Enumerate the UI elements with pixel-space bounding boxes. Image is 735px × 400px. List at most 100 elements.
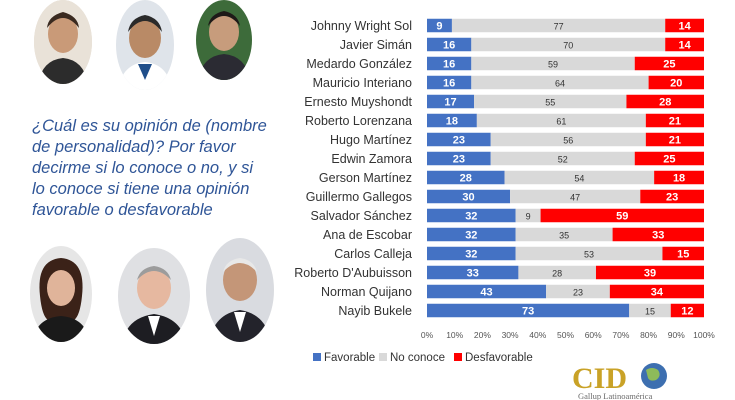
- bar-desfavorable: [645, 132, 704, 147]
- data-label: 12: [681, 306, 693, 318]
- bar-no-conoce: [629, 303, 671, 318]
- bar-favorable: [427, 75, 472, 90]
- data-label: 23: [453, 154, 465, 166]
- bar-favorable: [427, 208, 516, 223]
- data-label: 20: [670, 78, 682, 90]
- data-label: 18: [673, 173, 685, 185]
- x-tick-label: 0%: [421, 330, 434, 340]
- data-label: 28: [460, 173, 472, 185]
- bar-desfavorable: [662, 246, 704, 261]
- data-label: 73: [522, 306, 534, 318]
- x-tick-label: 90%: [668, 330, 685, 340]
- category-label: Ernesto Muyshondt: [304, 95, 412, 109]
- bar-desfavorable: [670, 303, 704, 318]
- legend-swatch: [454, 353, 462, 361]
- category-label: Guillermo Gallegos: [306, 190, 412, 204]
- bar-desfavorable: [626, 94, 704, 109]
- portrait-photo-3: [196, 0, 252, 80]
- bar-favorable: [427, 151, 491, 166]
- data-label: 34: [651, 287, 664, 299]
- bar-favorable: [427, 132, 491, 147]
- data-label: 32: [465, 230, 477, 242]
- bar-no-conoce: [515, 227, 613, 242]
- portrait-photo-1: [34, 0, 92, 84]
- bar-favorable: [427, 227, 516, 242]
- bar-no-conoce: [471, 56, 635, 71]
- data-label: 53: [584, 250, 594, 260]
- category-label: Roberto D'Aubuisson: [294, 266, 412, 280]
- x-tick-label: 60%: [585, 330, 602, 340]
- data-label: 54: [574, 174, 584, 184]
- logo-tagline: Gallup Latinoamérica: [578, 391, 653, 400]
- bar-no-conoce: [490, 132, 646, 147]
- category-label: Nayib Bukele: [338, 304, 412, 318]
- category-label: Gerson Martínez: [319, 171, 412, 185]
- data-label: 35: [559, 231, 569, 241]
- data-label: 32: [465, 211, 477, 223]
- data-label: 56: [563, 136, 573, 146]
- bar-favorable: [427, 265, 519, 280]
- bar-no-conoce: [518, 265, 596, 280]
- bar-favorable: [427, 170, 505, 185]
- logo-text: CID: [572, 362, 627, 395]
- category-label: Hugo Martínez: [330, 133, 412, 147]
- legend-label: No conoce: [390, 352, 445, 364]
- bar-desfavorable: [612, 227, 704, 242]
- bar-no-conoce: [510, 189, 641, 204]
- category-label: Mauricio Interiano: [313, 76, 412, 90]
- x-tick-label: 70%: [612, 330, 629, 340]
- x-tick-label: 30%: [502, 330, 519, 340]
- bar-favorable: [427, 56, 472, 71]
- bar-no-conoce: [476, 113, 646, 128]
- data-label: 15: [645, 307, 655, 317]
- bar-favorable: [427, 284, 547, 299]
- portrait-photo-6: [206, 238, 274, 342]
- category-label: Ana de Escobar: [323, 228, 412, 242]
- data-label: 33: [652, 230, 664, 242]
- x-tick-label: 40%: [529, 330, 546, 340]
- bar-favorable: [427, 303, 630, 318]
- portrait-photo-2: [116, 0, 174, 90]
- bar-desfavorable: [645, 113, 704, 128]
- data-label: 16: [443, 59, 455, 71]
- category-label: Johnny Wright Sol: [311, 19, 412, 33]
- portrait-photo-4: [30, 246, 92, 342]
- category-label: Edwin Zamora: [331, 152, 412, 166]
- data-label: 17: [444, 97, 456, 109]
- bar-desfavorable: [595, 265, 704, 280]
- bar-no-conoce: [504, 170, 655, 185]
- x-tick-label: 100%: [693, 330, 715, 340]
- data-label: 25: [663, 154, 675, 166]
- data-label: 21: [669, 135, 681, 147]
- bar-desfavorable: [654, 170, 704, 185]
- category-label: Javier Simán: [340, 38, 412, 52]
- bar-favorable: [427, 113, 477, 128]
- data-label: 64: [555, 79, 565, 89]
- data-label: 16: [443, 40, 455, 52]
- data-label: 28: [552, 269, 562, 279]
- bar-favorable: [427, 94, 475, 109]
- legend-swatch: [379, 353, 387, 361]
- x-tick-label: 20%: [474, 330, 491, 340]
- data-label: 28: [659, 97, 671, 109]
- data-label: 43: [480, 287, 492, 299]
- data-label: 47: [570, 193, 580, 203]
- bar-desfavorable: [634, 151, 704, 166]
- data-label: 39: [644, 268, 656, 280]
- x-tick-label: 10%: [446, 330, 463, 340]
- data-label: 77: [554, 22, 564, 32]
- portrait-photo-5: [118, 248, 190, 344]
- data-label: 33: [467, 268, 479, 280]
- data-label: 9: [526, 212, 531, 222]
- legend-swatch: [313, 353, 321, 361]
- data-label: 59: [548, 60, 558, 70]
- survey-question: ¿Cuál es su opinión de (nombre de person…: [32, 117, 267, 219]
- legend-label: Desfavorable: [465, 352, 533, 364]
- category-label: Carlos Calleja: [334, 247, 412, 261]
- data-label: 23: [573, 288, 583, 298]
- bar-favorable: [427, 246, 516, 261]
- bar-no-conoce: [451, 18, 666, 33]
- category-label: Roberto Lorenzana: [305, 114, 412, 128]
- bar-favorable: [427, 18, 452, 33]
